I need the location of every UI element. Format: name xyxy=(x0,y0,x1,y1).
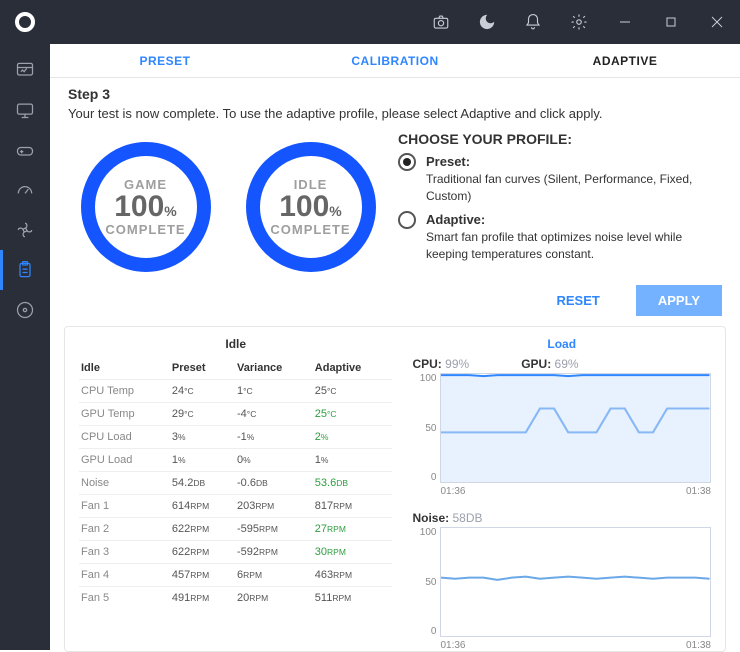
chart-legend: Noise: 58DB xyxy=(412,511,482,525)
progress-ring-game: GAME100%COMPLETE xyxy=(76,137,226,277)
table-row: CPU Temp24°C1°C25°C xyxy=(79,380,392,403)
table-row: Fan 4457RPM6RPM463RPM xyxy=(79,564,392,587)
load-chart: 100500 01:3601:38 xyxy=(412,373,711,483)
gear-icon[interactable] xyxy=(556,0,602,44)
col-adaptive: Adaptive xyxy=(313,357,393,380)
sidebar-item-gauge[interactable] xyxy=(0,170,50,210)
table-row: Fan 1614RPM203RPM817RPM xyxy=(79,495,392,518)
sidebar xyxy=(0,44,50,650)
progress-rings: GAME100%COMPLETEIDLE100%COMPLETE xyxy=(68,131,398,277)
tab-bar: PRESETCALIBRATIONADAPTIVE xyxy=(50,44,740,78)
tab-preset[interactable]: PRESET xyxy=(50,44,280,77)
radio-icon[interactable] xyxy=(398,211,416,229)
step-desc: Your test is now complete. To use the ad… xyxy=(68,106,722,121)
table-row: Fan 3622RPM-592RPM30RPM xyxy=(79,541,392,564)
idle-table: IdlePresetVarianceAdaptive CPU Temp24°C1… xyxy=(79,357,392,609)
noise-chart: 100500 01:3601:38 xyxy=(412,527,711,637)
sidebar-item-gamepad[interactable] xyxy=(0,130,50,170)
tab-calibration[interactable]: CALIBRATION xyxy=(280,44,510,77)
bell-icon[interactable] xyxy=(510,0,556,44)
moon-icon[interactable] xyxy=(464,0,510,44)
titlebar xyxy=(0,0,740,44)
apply-button[interactable]: APPLY xyxy=(636,285,722,316)
idle-heading: Idle xyxy=(79,337,392,351)
table-row: Fan 5491RPM20RPM511RPM xyxy=(79,587,392,610)
sidebar-item-clipboard[interactable] xyxy=(0,250,50,290)
minimize-button[interactable] xyxy=(602,0,648,44)
sidebar-item-dashboard[interactable] xyxy=(0,50,50,90)
col-variance: Variance xyxy=(235,357,313,380)
camera-icon[interactable] xyxy=(418,0,464,44)
chart-legend: CPU: 99% xyxy=(412,357,469,371)
step-title: Step 3 xyxy=(68,86,722,102)
sidebar-item-display[interactable] xyxy=(0,90,50,130)
reset-button[interactable]: RESET xyxy=(535,285,622,316)
table-row: GPU Temp29°C-4°C25°C xyxy=(79,403,392,426)
tab-adaptive[interactable]: ADAPTIVE xyxy=(510,44,740,77)
profile-option-1[interactable]: Adaptive:Smart fan profile that optimize… xyxy=(398,211,722,263)
results-panel: Idle IdlePresetVarianceAdaptive CPU Temp… xyxy=(64,326,726,652)
progress-ring-idle: IDLE100%COMPLETE xyxy=(241,137,391,277)
table-row: Fan 2622RPM-595RPM27RPM xyxy=(79,518,392,541)
chart-legend: GPU: 69% xyxy=(521,357,578,371)
close-button[interactable] xyxy=(694,0,740,44)
col-idle: Idle xyxy=(79,357,170,380)
load-heading: Load xyxy=(412,337,711,351)
choose-heading: CHOOSE YOUR PROFILE: xyxy=(398,131,722,147)
sidebar-item-fan[interactable] xyxy=(0,210,50,250)
app-logo xyxy=(0,10,50,34)
maximize-button[interactable] xyxy=(648,0,694,44)
table-row: GPU Load1%0%1% xyxy=(79,449,392,472)
main-content: PRESETCALIBRATIONADAPTIVE Step 3 Your te… xyxy=(50,44,740,650)
col-preset: Preset xyxy=(170,357,235,380)
sidebar-item-disc[interactable] xyxy=(0,290,50,330)
radio-icon[interactable] xyxy=(398,153,416,171)
profile-option-0[interactable]: Preset:Traditional fan curves (Silent, P… xyxy=(398,153,722,205)
profile-chooser: CHOOSE YOUR PROFILE: Preset:Traditional … xyxy=(398,131,722,277)
table-row: CPU Load3%-1%2% xyxy=(79,426,392,449)
table-row: Noise54.2DB-0.6DB53.6DB xyxy=(79,472,392,495)
